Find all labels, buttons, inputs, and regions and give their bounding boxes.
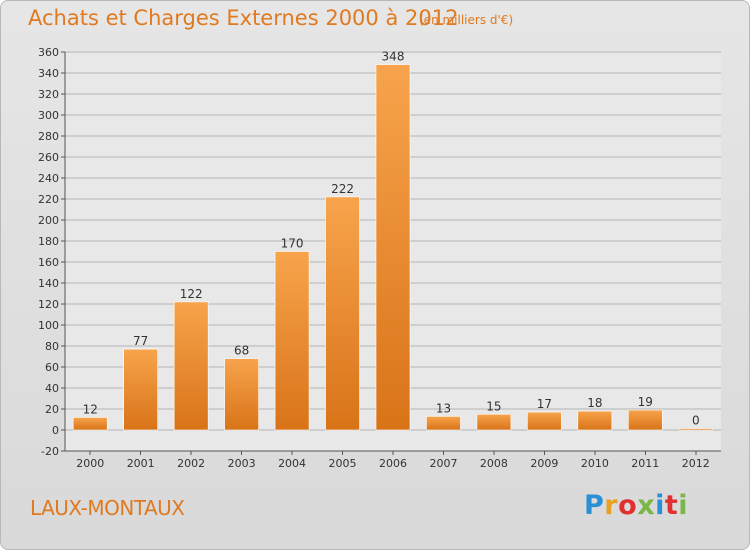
y-tick-label: 60 xyxy=(45,361,59,374)
y-tick-label: 80 xyxy=(45,340,59,353)
x-tick-label: 2006 xyxy=(379,457,407,470)
logo-letter: r xyxy=(604,490,619,521)
bar-value-label: 77 xyxy=(133,334,148,348)
y-tick-label: 180 xyxy=(38,235,59,248)
y-tick-label: 340 xyxy=(38,67,59,80)
x-tick-label: 2010 xyxy=(581,457,609,470)
bar-value-label: 19 xyxy=(638,395,653,409)
logo-letter: i xyxy=(678,490,689,521)
x-tick-label: 2007 xyxy=(429,457,457,470)
bar xyxy=(173,301,209,431)
y-tick-label: 260 xyxy=(38,151,59,164)
y-tick-label: 320 xyxy=(38,88,59,101)
x-tick-label: 2008 xyxy=(480,457,508,470)
proxiti-logo: Proxiti xyxy=(584,490,688,521)
y-tick-label: 140 xyxy=(38,277,59,290)
bar-value-label: 18 xyxy=(587,396,602,410)
bar-value-label: 348 xyxy=(382,50,405,64)
bar-value-label: 222 xyxy=(331,182,354,196)
x-tick-label: 2001 xyxy=(127,457,155,470)
chart-title: Achats et Charges Externes 2000 à 2012 xyxy=(28,6,459,30)
y-tick-label: 280 xyxy=(38,130,59,143)
y-tick-label: 240 xyxy=(38,172,59,185)
x-tick-label: 2002 xyxy=(177,457,205,470)
bar xyxy=(476,413,512,431)
bar-value-label: 0 xyxy=(692,414,700,428)
chart-subtitle: (en milliers d'€) xyxy=(419,13,514,27)
bar-value-label: 17 xyxy=(537,397,552,411)
bar xyxy=(426,416,461,431)
logo-letter: x xyxy=(637,490,656,521)
y-tick-label: 220 xyxy=(38,193,59,206)
bar-value-label: 15 xyxy=(486,399,501,413)
x-tick-label: 2004 xyxy=(278,457,306,470)
y-tick-label: 100 xyxy=(38,319,59,332)
bar xyxy=(274,251,310,431)
bar xyxy=(72,417,108,431)
x-tick-label: 2012 xyxy=(682,457,710,470)
y-tick-label: 120 xyxy=(38,298,59,311)
bar-value-label: 170 xyxy=(281,237,304,251)
bar xyxy=(375,64,411,431)
y-tick-label: 0 xyxy=(52,424,59,437)
place-name: LAUX-MONTAUX xyxy=(30,496,185,520)
logo-letter: i xyxy=(655,490,665,521)
x-tick-label: 2009 xyxy=(530,457,558,470)
bar xyxy=(577,410,613,431)
bar xyxy=(678,428,714,431)
y-tick-label: 300 xyxy=(38,109,59,122)
bar-value-label: 13 xyxy=(436,401,451,415)
y-tick-label: 360 xyxy=(38,46,59,59)
bar xyxy=(527,411,562,431)
y-tick-label: 40 xyxy=(45,382,59,395)
bar-value-label: 12 xyxy=(83,402,98,416)
bar-value-label: 68 xyxy=(234,344,249,358)
logo-letter: t xyxy=(664,490,679,521)
x-tick-label: 2011 xyxy=(631,457,659,470)
bar xyxy=(325,196,360,431)
bar-value-label: 122 xyxy=(180,287,203,301)
bar xyxy=(123,348,158,431)
y-tick-label: 160 xyxy=(38,256,59,269)
logo-letter: P xyxy=(584,490,605,521)
y-tick-label: 20 xyxy=(45,403,59,416)
y-tick-label: 200 xyxy=(38,214,59,227)
bar xyxy=(224,358,259,431)
x-tick-label: 2005 xyxy=(329,457,357,470)
y-tick-label: -20 xyxy=(41,445,59,458)
x-tick-label: 2003 xyxy=(228,457,256,470)
x-tick-label: 2000 xyxy=(76,457,104,470)
bar xyxy=(628,409,663,431)
logo-letter: o xyxy=(618,490,638,521)
